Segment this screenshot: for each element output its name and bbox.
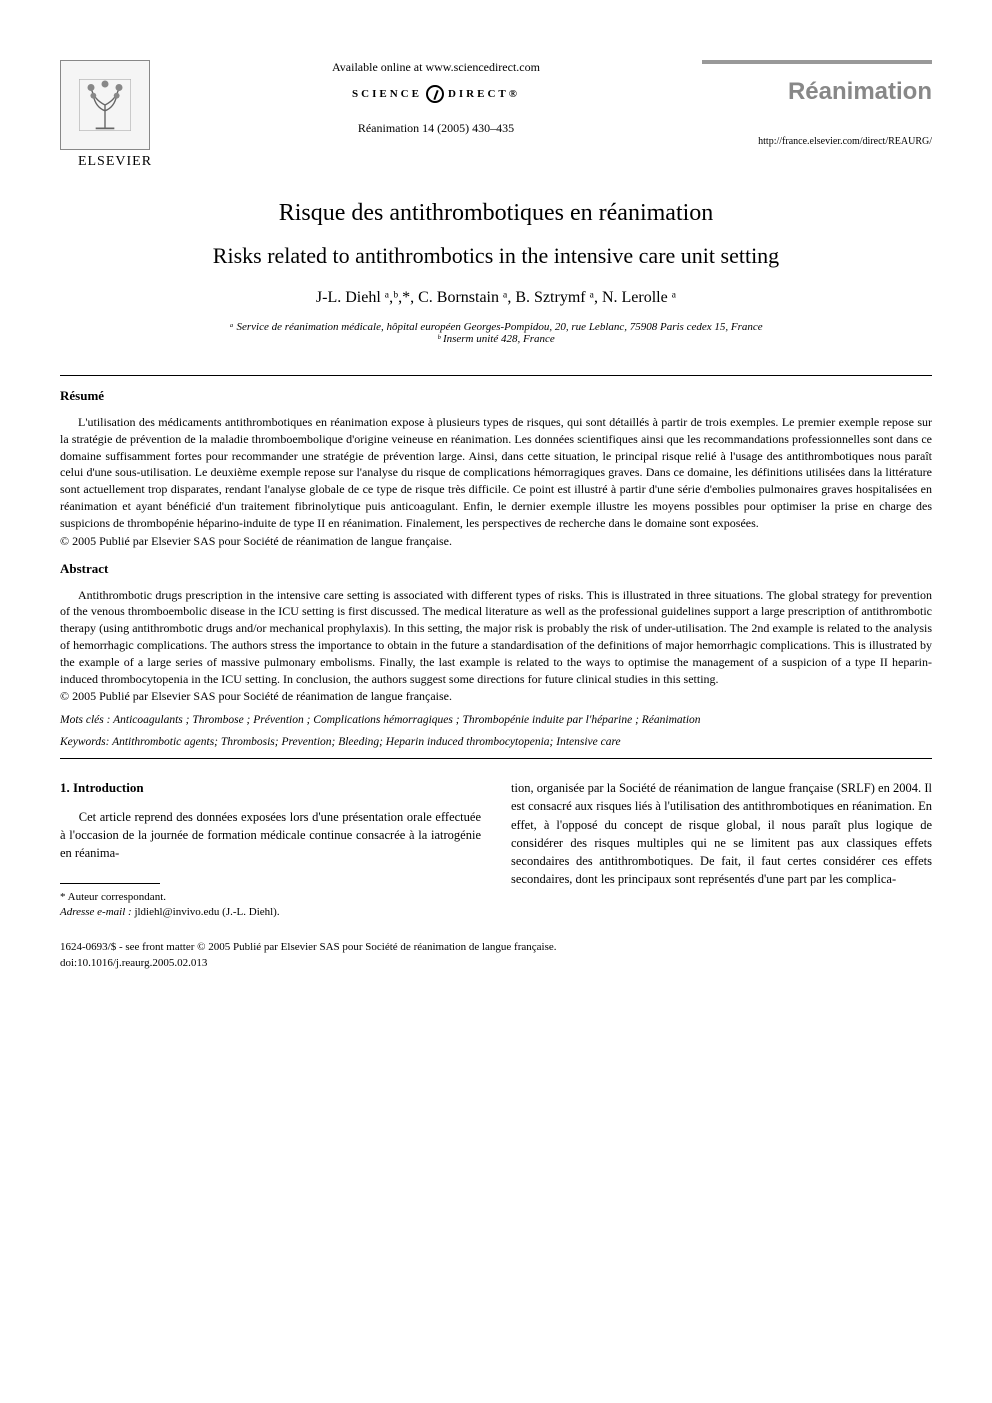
- email-line: Adresse e-mail : jldiehl@invivo.edu (J.-…: [60, 905, 481, 920]
- footer-doi: doi:10.1016/j.reaurg.2005.02.013: [60, 956, 932, 971]
- journal-url[interactable]: http://france.elsevier.com/direct/REAURG…: [702, 136, 932, 147]
- column-left: 1. Introduction Cet article reprend des …: [60, 779, 481, 920]
- resume-copyright: © 2005 Publié par Elsevier SAS pour Soci…: [60, 534, 932, 549]
- page-header: ELSEVIER Available online at www.science…: [60, 60, 932, 170]
- mots-cles-text: Anticoagulants ; Thrombose ; Prévention …: [110, 714, 700, 726]
- sciencedirect-logo: SCIENCE DIRECT®: [352, 85, 520, 103]
- publisher-logo-block: ELSEVIER: [60, 60, 170, 170]
- abstract-heading: Abstract: [60, 561, 932, 577]
- journal-title: Réanimation: [702, 78, 932, 106]
- corresponding-author: * Auteur correspondant.: [60, 890, 481, 905]
- sd-left-text: SCIENCE: [352, 88, 422, 100]
- rule-bottom: [60, 758, 932, 759]
- abstract-body: Antithrombotic drugs prescription in the…: [60, 587, 932, 688]
- sd-right-text: DIRECT®: [448, 88, 520, 100]
- article-title-en: Risks related to antithrombotics in the …: [60, 243, 932, 269]
- email-label: Adresse e-mail :: [60, 906, 132, 918]
- affiliation-b: ᵇ Inserm unité 428, France: [60, 333, 932, 345]
- affiliations: ᵃ Service de réanimation médicale, hôpit…: [60, 321, 932, 345]
- resume-body: L'utilisation des médicaments antithromb…: [60, 414, 932, 532]
- available-online-text: Available online at www.sciencedirect.co…: [190, 60, 682, 75]
- header-center: Available online at www.sciencedirect.co…: [170, 60, 702, 136]
- keywords-line: Keywords: Antithrombotic agents; Thrombo…: [60, 736, 932, 748]
- mots-cles-label: Mots clés :: [60, 714, 110, 726]
- intro-paragraph-left: Cet article reprend des données exposées…: [60, 808, 481, 862]
- intro-heading: 1. Introduction: [60, 779, 481, 798]
- footnotes: * Auteur correspondant. Adresse e-mail :…: [60, 890, 481, 921]
- footer-copyright: 1624-0693/$ - see front matter © 2005 Pu…: [60, 940, 932, 955]
- email-value[interactable]: jldiehl@invivo.edu (J.-L. Diehl).: [132, 906, 280, 918]
- authors-line: J-L. Diehl ᵃ,ᵇ,*, C. Bornstain ᵃ, B. Szt…: [60, 289, 932, 307]
- resume-heading: Résumé: [60, 388, 932, 404]
- body-columns: 1. Introduction Cet article reprend des …: [60, 779, 932, 920]
- journal-title-box: Réanimation http://france.elsevier.com/d…: [702, 60, 932, 147]
- footer-meta: 1624-0693/$ - see front matter © 2005 Pu…: [60, 940, 932, 971]
- sciencedirect-icon: [426, 85, 444, 103]
- publisher-name: ELSEVIER: [60, 154, 170, 170]
- rule-top: [60, 375, 932, 376]
- affiliation-a: ᵃ Service de réanimation médicale, hôpit…: [60, 321, 932, 333]
- intro-paragraph-right: tion, organisée par la Société de réanim…: [511, 779, 932, 888]
- column-right: tion, organisée par la Société de réanim…: [511, 779, 932, 920]
- abstract-copyright: © 2005 Publié par Elsevier SAS pour Soci…: [60, 689, 932, 704]
- mots-cles-line: Mots clés : Anticoagulants ; Thrombose ;…: [60, 714, 932, 726]
- footnote-separator: [60, 883, 160, 884]
- keywords-text: Antithrombotic agents; Thrombosis; Preve…: [109, 736, 620, 748]
- article-title-fr: Risque des antithrombotiques en réanimat…: [60, 200, 932, 227]
- keywords-label: Keywords:: [60, 736, 109, 748]
- journal-citation: Réanimation 14 (2005) 430–435: [190, 121, 682, 136]
- elsevier-tree-icon: [60, 60, 150, 150]
